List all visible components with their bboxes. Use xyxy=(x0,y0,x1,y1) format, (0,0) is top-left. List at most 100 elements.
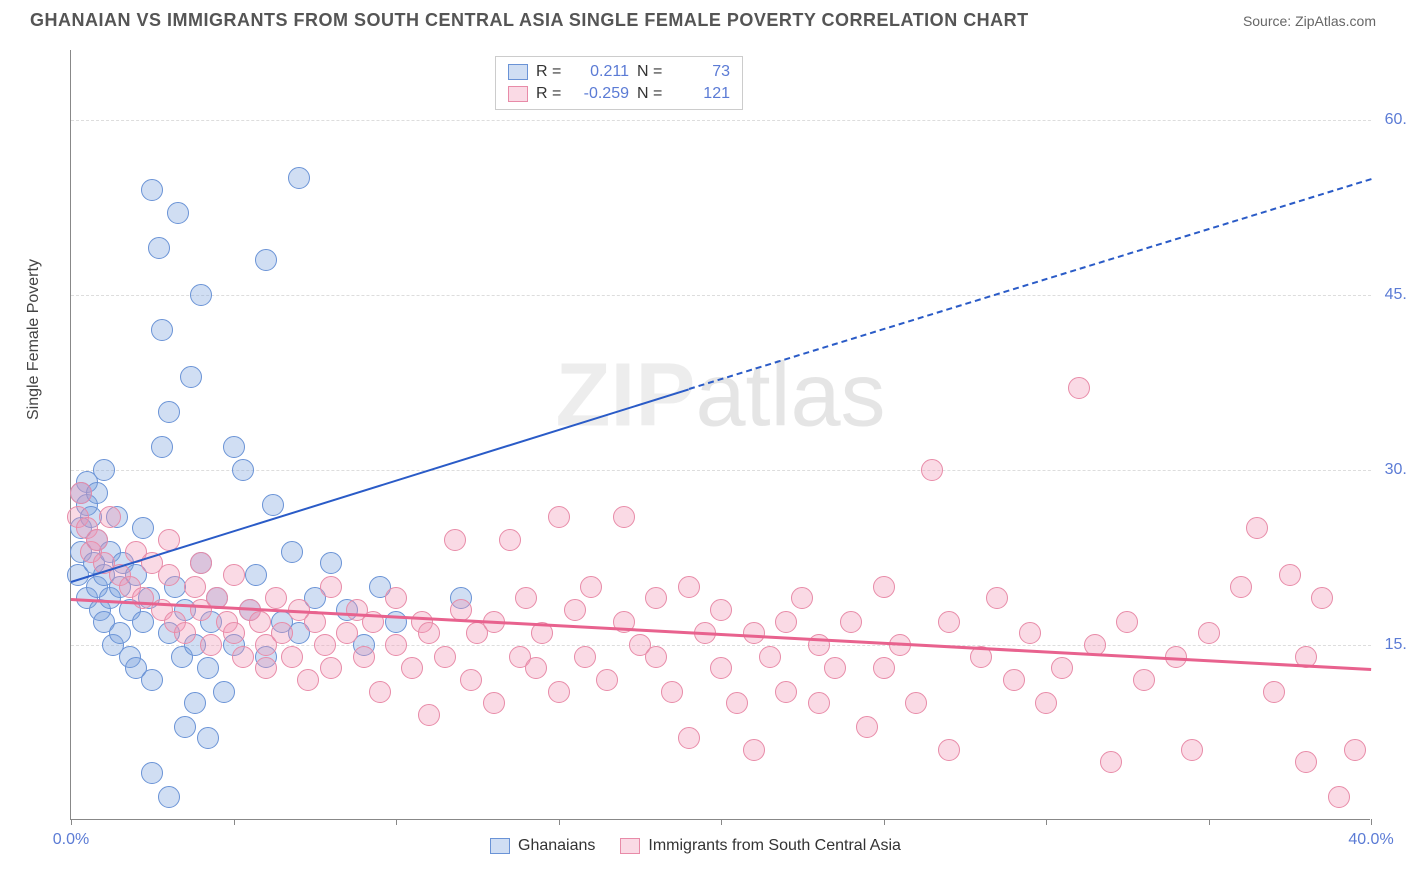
grid-line xyxy=(71,295,1371,296)
x-tick xyxy=(1371,819,1372,825)
x-tick-label: 40.0% xyxy=(1348,831,1393,849)
data-point xyxy=(1133,669,1155,691)
data-point xyxy=(132,517,154,539)
data-point xyxy=(1068,377,1090,399)
watermark-thin: atlas xyxy=(695,346,885,446)
data-point xyxy=(255,249,277,271)
data-point xyxy=(1279,564,1301,586)
data-point xyxy=(86,529,108,551)
source-label: Source: ZipAtlas.com xyxy=(1243,13,1376,29)
data-point xyxy=(499,529,521,551)
stats-r-label: R = xyxy=(536,63,566,81)
data-point xyxy=(418,622,440,644)
data-point xyxy=(580,576,602,598)
data-point xyxy=(265,587,287,609)
data-point xyxy=(525,657,547,679)
bottom-legend: Ghanaians Immigrants from South Central … xyxy=(490,837,901,855)
data-point xyxy=(385,634,407,656)
data-point xyxy=(184,576,206,598)
data-point xyxy=(184,692,206,714)
data-point xyxy=(262,494,284,516)
data-point xyxy=(109,622,131,644)
data-point xyxy=(369,681,391,703)
data-point xyxy=(314,634,336,656)
plot-area: ZIPatlas 15.0%30.0%45.0%60.0%0.0%40.0% xyxy=(70,50,1370,820)
data-point xyxy=(132,611,154,633)
stats-n-val-0: 73 xyxy=(675,63,730,81)
data-point xyxy=(775,681,797,703)
data-point xyxy=(281,541,303,563)
data-point xyxy=(921,459,943,481)
data-point xyxy=(1181,739,1203,761)
data-point xyxy=(1344,739,1366,761)
data-point xyxy=(158,401,180,423)
data-point xyxy=(938,611,960,633)
data-point xyxy=(320,657,342,679)
data-point xyxy=(1328,786,1350,808)
data-point xyxy=(249,611,271,633)
data-point xyxy=(158,786,180,808)
chart-title: GHANAIAN VS IMMIGRANTS FROM SOUTH CENTRA… xyxy=(30,10,1029,31)
x-tick xyxy=(884,819,885,825)
data-point xyxy=(596,669,618,691)
legend-label-0: Ghanaians xyxy=(518,837,595,855)
stats-n-label-1: N = xyxy=(637,85,667,103)
data-point xyxy=(613,506,635,528)
data-point xyxy=(132,587,154,609)
watermark-bold: ZIP xyxy=(555,346,695,446)
data-point xyxy=(840,611,862,633)
x-tick xyxy=(1209,819,1210,825)
watermark: ZIPatlas xyxy=(555,345,885,448)
data-point xyxy=(824,657,846,679)
data-point xyxy=(791,587,813,609)
data-point xyxy=(167,202,189,224)
data-point xyxy=(1311,587,1333,609)
data-point xyxy=(1295,751,1317,773)
data-point xyxy=(353,646,375,668)
data-point xyxy=(271,622,293,644)
stats-row-1: R = -0.259 N = 121 xyxy=(508,83,730,105)
y-axis-label: Single Female Poverty xyxy=(25,259,43,420)
chart-container: ZIPatlas 15.0%30.0%45.0%60.0%0.0%40.0% R… xyxy=(70,50,1370,820)
data-point xyxy=(70,482,92,504)
data-point xyxy=(418,704,440,726)
data-point xyxy=(986,587,1008,609)
x-tick xyxy=(721,819,722,825)
legend-label-1: Immigrants from South Central Asia xyxy=(648,837,901,855)
data-point xyxy=(141,179,163,201)
grid-line xyxy=(71,470,1371,471)
data-point xyxy=(938,739,960,761)
data-point xyxy=(645,587,667,609)
data-point xyxy=(281,646,303,668)
stats-r-val-1: -0.259 xyxy=(574,85,629,103)
data-point xyxy=(548,506,570,528)
x-tick xyxy=(71,819,72,825)
data-point xyxy=(873,657,895,679)
data-point xyxy=(515,587,537,609)
x-tick xyxy=(559,819,560,825)
swatch-series-1 xyxy=(508,86,528,102)
data-point xyxy=(245,564,267,586)
data-point xyxy=(148,237,170,259)
data-point xyxy=(759,646,781,668)
x-tick xyxy=(396,819,397,825)
grid-line xyxy=(71,120,1371,121)
stats-row-0: R = 0.211 N = 73 xyxy=(508,61,730,83)
stats-n-label: N = xyxy=(637,63,667,81)
data-point xyxy=(1198,622,1220,644)
data-point xyxy=(190,284,212,306)
data-point xyxy=(905,692,927,714)
stats-n-val-1: 121 xyxy=(675,85,730,103)
data-point xyxy=(1019,622,1041,644)
data-point xyxy=(1035,692,1057,714)
data-point xyxy=(678,576,700,598)
y-tick-label: 30.0% xyxy=(1375,461,1406,479)
data-point xyxy=(320,576,342,598)
data-point xyxy=(678,727,700,749)
data-point xyxy=(726,692,748,714)
data-point xyxy=(336,622,358,644)
stats-r-label-1: R = xyxy=(536,85,566,103)
data-point xyxy=(174,716,196,738)
data-point xyxy=(574,646,596,668)
data-point xyxy=(385,587,407,609)
